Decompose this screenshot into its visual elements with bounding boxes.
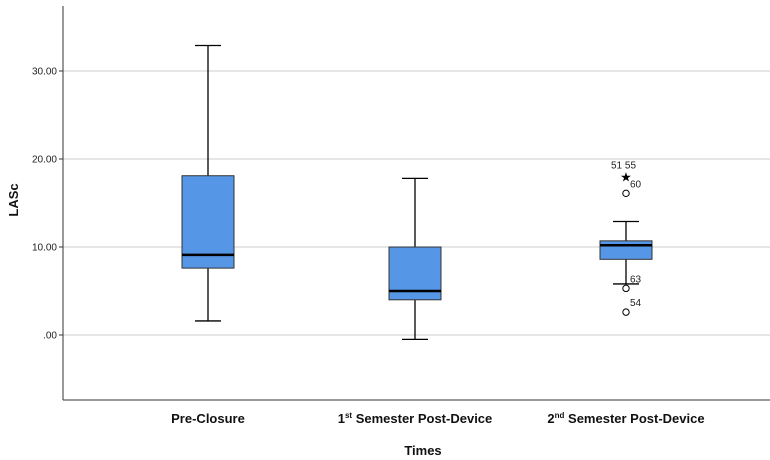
- x-axis-title: Times: [404, 443, 441, 458]
- outlier-label: 60: [630, 179, 642, 190]
- extreme-outlier-star: ★: [620, 171, 632, 186]
- category-label: 2nd Semester Post-Device: [547, 411, 704, 426]
- outlier-circle: [622, 308, 630, 316]
- y-tick-label: 20.00: [32, 155, 57, 166]
- iqr-box: [181, 175, 235, 269]
- y-tick-label: 30.00: [32, 67, 57, 78]
- outlier-label: 54: [630, 298, 642, 309]
- outlier-circle: [622, 284, 630, 293]
- category-label: Pre-Closure: [171, 411, 245, 426]
- category-labels: Pre-Closure 1st Semester Post-Device 2nd S…: [171, 411, 704, 426]
- y-tick-label: 10.00: [32, 243, 57, 254]
- box-3: ★51 55 60 63 54: [599, 161, 653, 316]
- box-1: [181, 44, 235, 322]
- y-tick-label: .00: [43, 331, 57, 342]
- boxes: ★51 55 60 63 54: [181, 44, 653, 341]
- outlier-label: 51 55: [611, 161, 636, 172]
- y-tick-labels: .00 10.00 20.00 30.00: [32, 67, 63, 342]
- outlier-label: 63: [630, 274, 642, 285]
- box-2: [388, 177, 442, 341]
- y-axis-title: LASc: [6, 183, 21, 216]
- iqr-box: [599, 240, 653, 260]
- axes: [62, 6, 770, 401]
- category-label: 1st Semester Post-Device: [338, 411, 493, 426]
- outlier-circle: [622, 189, 630, 198]
